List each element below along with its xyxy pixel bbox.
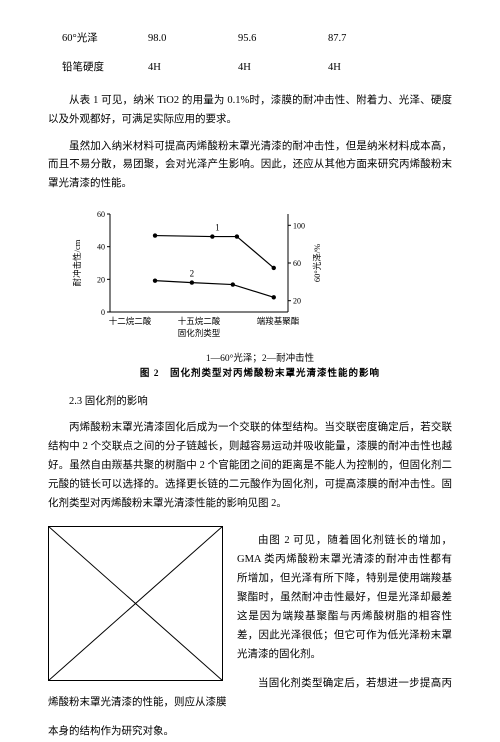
section-heading: 2.3 固化剂的影响	[48, 393, 452, 412]
figure-caption: 1—60°光泽；2—耐冲击性 图 2 固化剂类型对丙烯酸粉末罩光清漆性能的影响	[68, 352, 452, 382]
paragraph: 虽然加入纳米材料可提高丙烯酸粉末罩光清漆的耐冲击性，但是纳米材料成本高，而且不易…	[48, 138, 452, 195]
row-label: 铅笔硬度	[48, 59, 148, 78]
svg-text:60°光泽/%: 60°光泽/%	[312, 244, 322, 282]
svg-text:十二烷二酸: 十二烷二酸	[109, 316, 152, 326]
svg-text:60: 60	[97, 210, 105, 219]
caption-line: 图 2 固化剂类型对丙烯酸粉末罩光清漆性能的影响	[68, 367, 452, 382]
svg-text:60: 60	[293, 259, 301, 268]
svg-text:耐冲击性/cm: 耐冲击性/cm	[72, 239, 82, 286]
cell: 95.6	[238, 30, 328, 49]
table-row: 铅笔硬度 4H 4H 4H	[48, 59, 452, 78]
placeholder-figure	[48, 526, 223, 689]
chart-figure: 0 20 40 60 20 60 100 十二烷二酸 十五烷二酸 端羧基聚酯固化剂类型 耐冲击性/c…	[68, 202, 452, 382]
paragraph: 从表 1 可见，纳米 TiO2 的用量为 0.1%时，漆膜的耐冲击性、附着力、光…	[48, 92, 452, 130]
row-label: 60°光泽	[48, 30, 148, 49]
cross-box-icon	[48, 526, 223, 681]
paragraph: 本身的结构作为研究对象。	[48, 723, 452, 742]
cell: 98.0	[148, 30, 238, 49]
svg-text:40: 40	[97, 243, 105, 252]
svg-text:1: 1	[215, 223, 220, 233]
svg-text:端羧基聚酯: 端羧基聚酯	[257, 316, 300, 326]
data-table: 60°光泽 98.0 95.6 87.7 铅笔硬度 4H 4H 4H	[48, 30, 452, 78]
paragraph: 丙烯酸粉末罩光清漆固化后成为一个交联的体型结构。当交联密度确定后，若交联结构中 …	[48, 419, 452, 513]
line-chart: 0 20 40 60 20 60 100 十二烷二酸 十五烷二酸 端羧基聚酯固化剂类型 耐冲击性/c…	[68, 202, 328, 342]
svg-text:十五烷二酸: 十五烷二酸	[178, 316, 221, 326]
cell: 4H	[328, 59, 398, 78]
svg-text:20: 20	[293, 297, 301, 306]
cell: 4H	[148, 59, 238, 78]
svg-text:100: 100	[293, 222, 305, 231]
cell: 4H	[238, 59, 328, 78]
svg-text:固化剂类型: 固化剂类型	[178, 328, 221, 338]
svg-text:2: 2	[190, 269, 195, 279]
caption-line: 1—60°光泽；2—耐冲击性	[68, 352, 452, 367]
cell: 87.7	[328, 30, 398, 49]
svg-text:20: 20	[97, 276, 105, 285]
table-row: 60°光泽 98.0 95.6 87.7	[48, 30, 452, 49]
svg-text:0: 0	[101, 308, 105, 317]
